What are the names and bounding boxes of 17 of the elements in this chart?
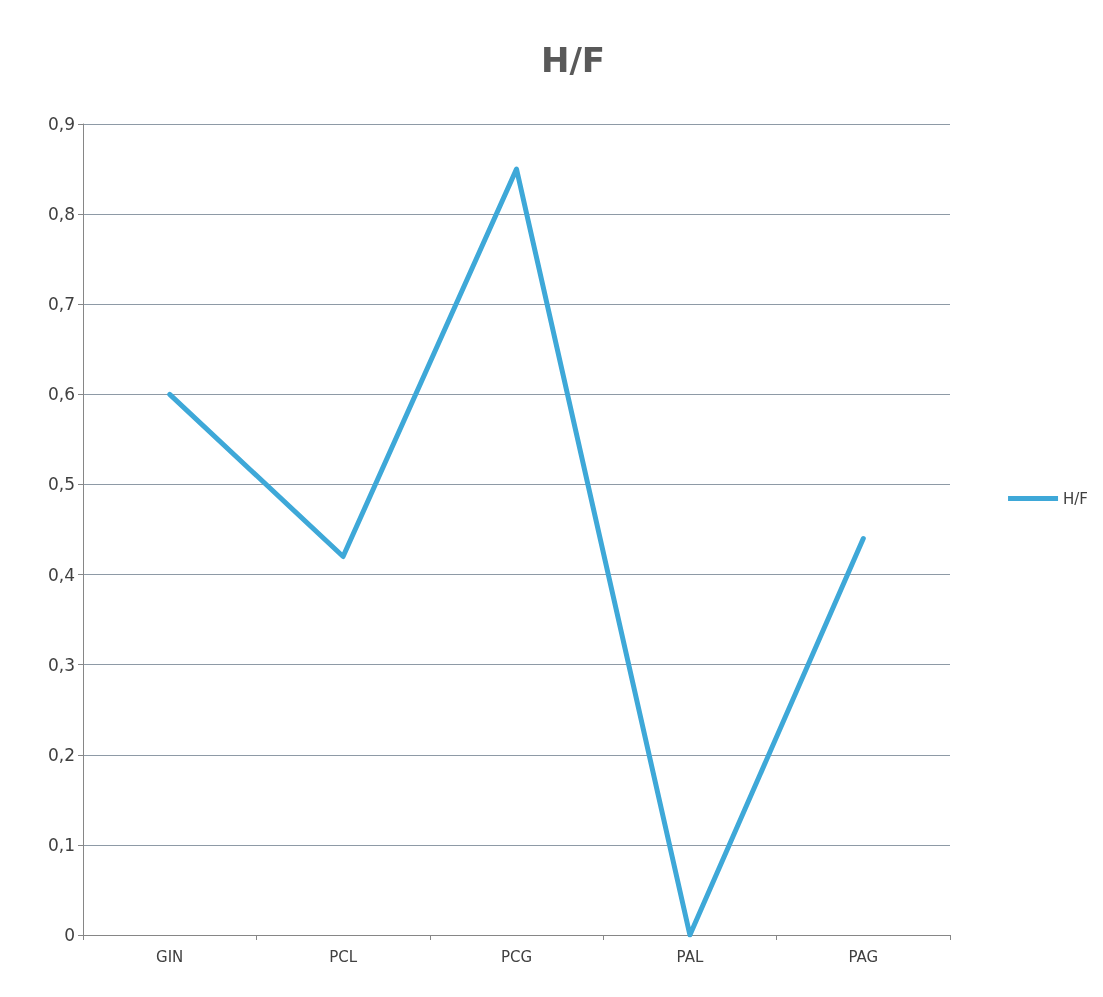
x-tick-label: GIN [156,947,184,966]
y-tick-label: 0,9 [47,114,75,134]
chart-title: H/F [540,40,606,80]
y-tick-label: 0 [64,925,75,945]
y-tick-label: 0,6 [47,384,75,405]
x-tick-label: PCL [329,947,358,966]
y-tick-label: 0,4 [47,564,75,585]
y-tick-label: 0,2 [47,744,75,765]
y-tick-label: 0,3 [47,654,75,675]
y-tick-label: 0,1 [47,834,75,855]
x-tick-label: PCG [500,947,533,966]
y-tick-label: 0,7 [47,294,75,315]
y-tick-label: 0,5 [47,474,75,495]
legend-label: H/F [1063,489,1089,508]
x-tick-label: PAL [676,947,704,966]
x-tick-label: PAG [848,947,879,966]
y-tick-label: 0,8 [47,204,75,225]
